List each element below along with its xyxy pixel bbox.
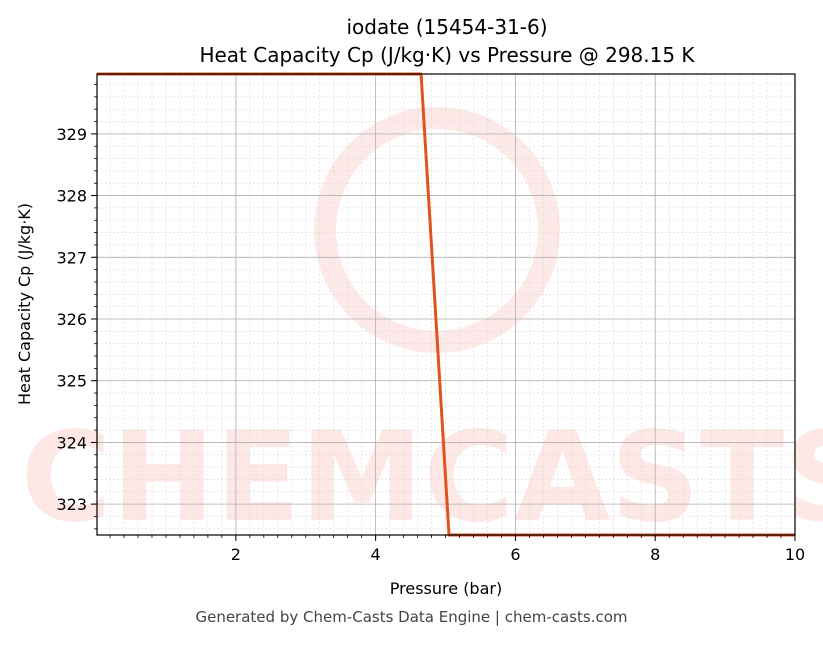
- chart-title-line2: Heat Capacity Cp (J/kg·K) vs Pressure @ …: [199, 43, 695, 67]
- chart-title-line1: iodate (15454-31-6): [346, 15, 547, 39]
- watermark-text: CHEMCASTS: [20, 406, 823, 550]
- y-tick-label: 326: [56, 310, 87, 329]
- x-tick-label: 4: [371, 545, 381, 564]
- y-tick-label: 323: [56, 495, 87, 514]
- watermark: CHEMCASTS: [20, 107, 823, 550]
- x-tick-label: 6: [510, 545, 520, 564]
- y-tick-label: 325: [56, 372, 87, 391]
- y-tick-label: 324: [56, 433, 87, 452]
- x-tick-label: 10: [785, 545, 805, 564]
- plot-frame: [96, 73, 796, 536]
- footer-credit: Generated by Chem-Casts Data Engine | ch…: [195, 608, 628, 626]
- y-axis-label: Heat Capacity Cp (J/kg·K): [15, 203, 34, 405]
- y-tick-label: 327: [56, 248, 87, 267]
- y-tick-label: 328: [56, 187, 87, 206]
- x-tick-label: 8: [650, 545, 660, 564]
- x-axis-label: Pressure (bar): [390, 579, 502, 598]
- y-tick-label: 329: [56, 125, 87, 144]
- x-tick-label: 2: [231, 545, 241, 564]
- axis-ticks: 2 4 6 8 10 323 324 325 326 327 328 329: [56, 84, 805, 564]
